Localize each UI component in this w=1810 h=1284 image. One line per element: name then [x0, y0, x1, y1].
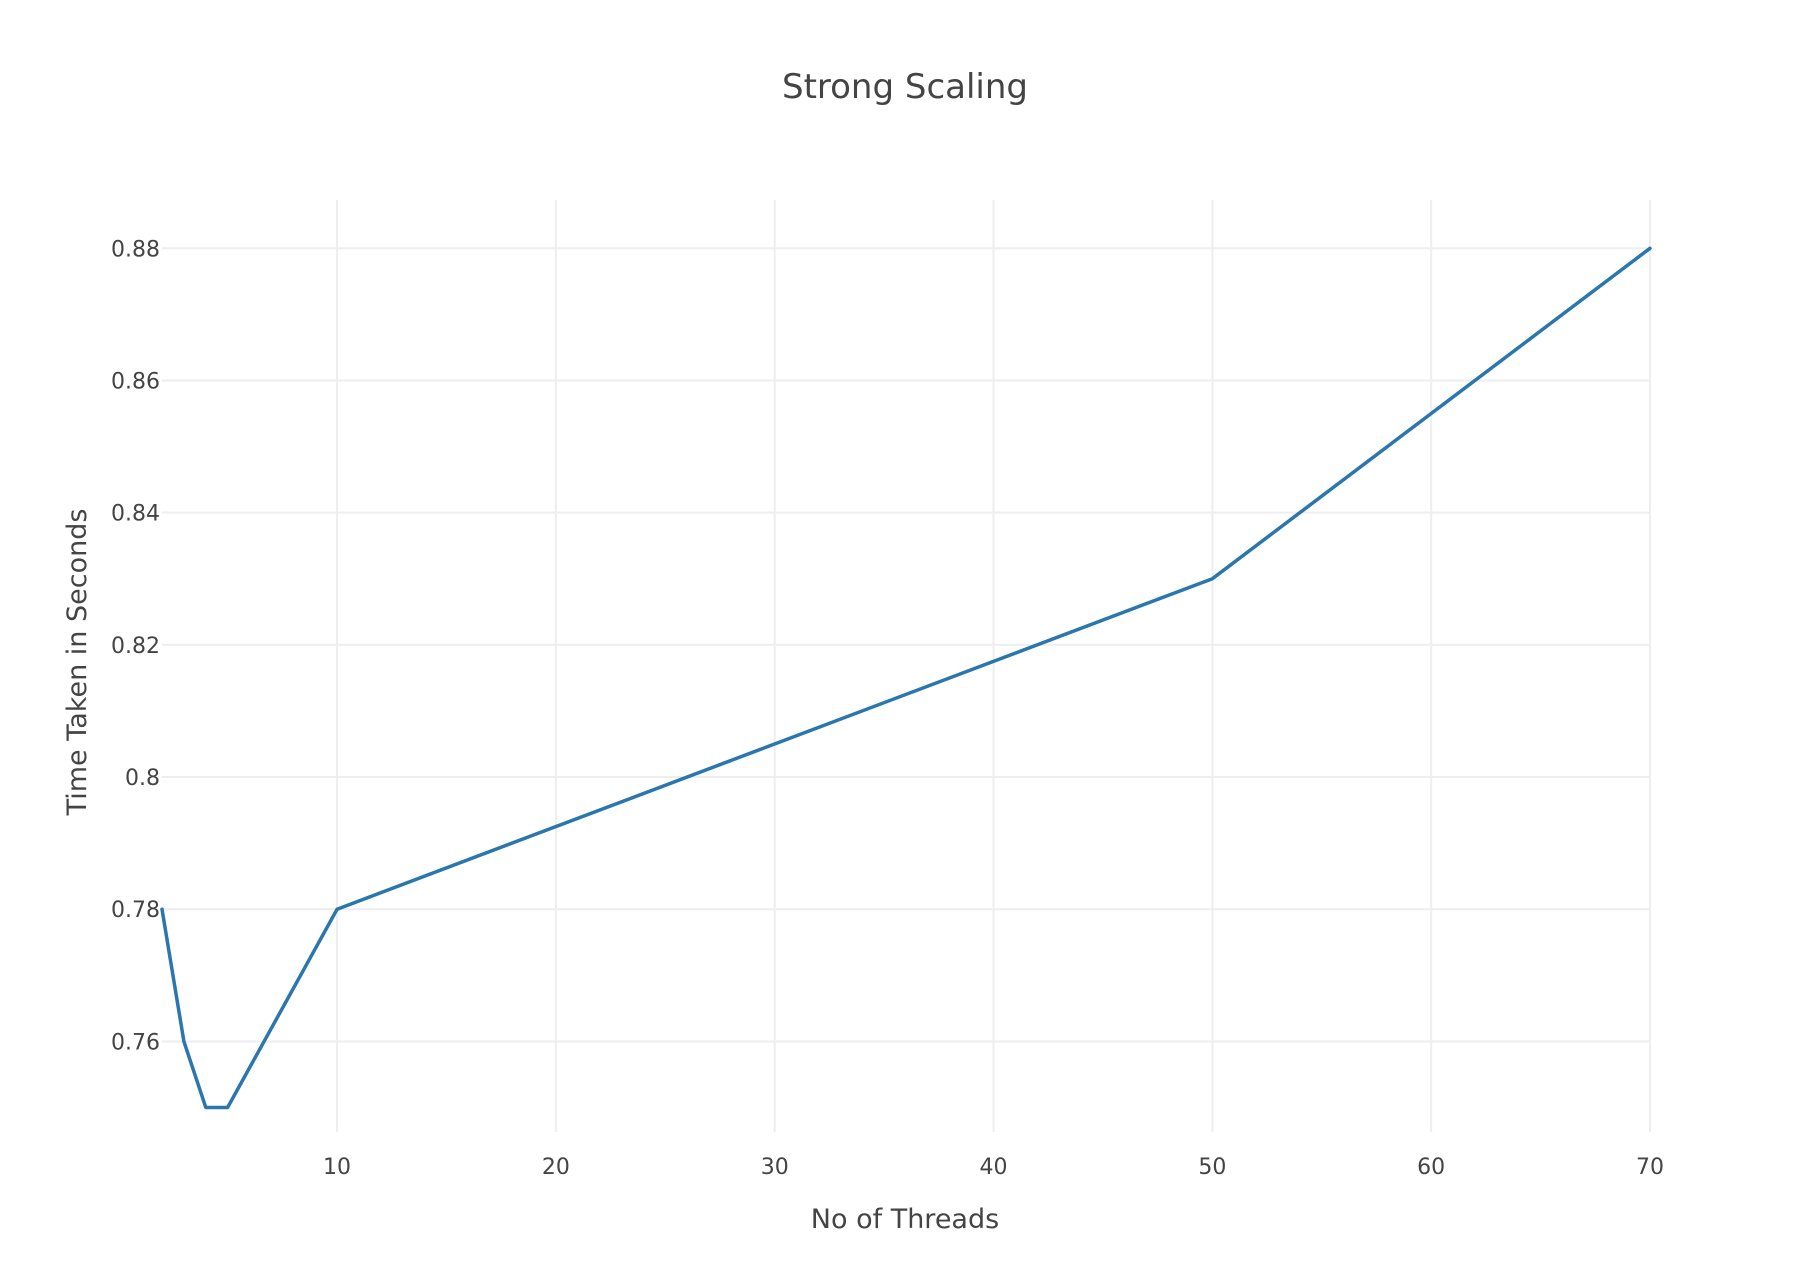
- x-axis-title: No of Threads: [811, 1204, 999, 1235]
- x-tick-label: 50: [1198, 1155, 1226, 1180]
- x-tick-label: 30: [761, 1155, 789, 1180]
- y-tick-label: 0.76: [111, 1030, 160, 1055]
- x-gridlines: [336, 200, 1651, 1132]
- y-tick-label: 0.88: [111, 237, 160, 262]
- y-gridlines: [162, 247, 1650, 1043]
- series-layer: [160, 246, 1652, 1110]
- y-tick-label: 0.78: [111, 898, 160, 923]
- y-tick-label: 0.8: [125, 766, 160, 791]
- x-tick-label: 10: [323, 1155, 351, 1180]
- y-tick-label: 0.82: [111, 634, 160, 659]
- x-tick-label: 20: [542, 1155, 570, 1180]
- y-axis-title: Time Taken in Seconds: [62, 509, 93, 817]
- x-tick-label: 70: [1636, 1155, 1664, 1180]
- y-axis-ticks: 0.76 0.78 0.8 0.82 0.84 0.86 0.88: [111, 237, 160, 1055]
- series-line: [160, 246, 1652, 1110]
- y-tick-label: 0.86: [111, 369, 160, 394]
- x-axis-ticks: 10 20 30 40 50 60 70: [323, 1155, 1664, 1180]
- chart-title: Strong Scaling: [782, 67, 1028, 107]
- x-tick-label: 40: [980, 1155, 1008, 1180]
- y-tick-label: 0.84: [111, 502, 160, 527]
- x-tick-label: 60: [1417, 1155, 1445, 1180]
